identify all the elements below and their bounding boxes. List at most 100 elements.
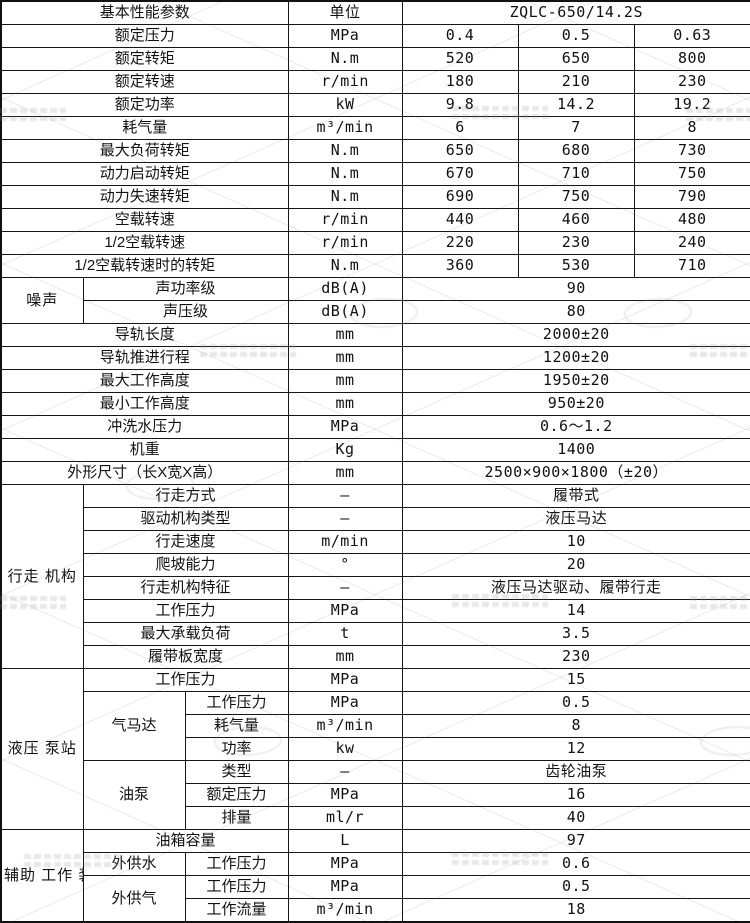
param-cell: 爬坡能力	[82, 552, 289, 577]
value-cell: 710	[517, 162, 635, 186]
param-cell: 工作压力	[184, 851, 289, 876]
value-cell: 9.8	[401, 93, 519, 118]
value-cell: 520	[401, 47, 519, 72]
table-row: 声压级 dB(A) 80	[1, 299, 750, 324]
table-row: 气马达 工作压力 MPa 0.5	[1, 690, 750, 761]
table-row: 工作流量 m³/min 18	[1, 897, 750, 923]
table-row: 履带板宽度 mm 230	[1, 644, 750, 669]
unit-cell: N.m	[287, 47, 403, 72]
param-cell: 最大承载负荷	[82, 621, 289, 646]
value-cell: 730	[633, 139, 750, 164]
unit-cell: N.m	[287, 253, 403, 278]
table-row: 辅助 工作 装置油箱容量L97	[0, 828, 750, 923]
unit-cell: mm	[287, 322, 403, 347]
value-cell: 690	[401, 185, 519, 209]
group-cell-auxiliary-device: 辅助 工作 装置	[0, 828, 84, 923]
value-cell: 2500×900×1800（±20）	[401, 460, 750, 485]
unit-cell: MPa	[287, 874, 403, 899]
table-row: 行走 机构 行走方式 — 履带式	[0, 483, 750, 669]
table-row: 动力失速转矩 N.m 690 750 790	[0, 185, 750, 209]
param-cell: 声功率级	[82, 276, 289, 301]
value-cell: 10	[401, 529, 750, 554]
param-cell: 最小工作高度	[0, 391, 289, 416]
value-cell: 750	[517, 185, 635, 209]
value-cell: 480	[633, 207, 750, 232]
unit-cell: MPa	[287, 414, 403, 439]
table-header-row: 基本性能参数 单位 ZQLC-650/14.2S	[0, 0, 750, 26]
column-header-unit: 单位	[287, 0, 403, 26]
value-cell: 3.5	[401, 621, 750, 646]
table-row: 功率 kw 12	[1, 736, 750, 761]
unit-cell: —	[287, 759, 403, 784]
param-cell: 导轨长度	[0, 322, 289, 347]
unit-cell: N.m	[287, 162, 403, 186]
value-cell: 0.63	[633, 24, 750, 49]
value-cell: 履带式	[401, 483, 750, 508]
unit-cell: mm	[287, 644, 403, 669]
unit-cell: m³/min	[287, 116, 403, 141]
value-cell: 790	[633, 185, 750, 209]
table-row: 1/2空载转速时的转矩 N.m 360 530 710	[0, 253, 750, 278]
param-cell: 最大负荷转矩	[0, 139, 289, 164]
unit-cell: —	[287, 483, 403, 508]
value-cell: 18	[401, 897, 750, 923]
param-cell: 工作压力	[184, 874, 289, 899]
table-row: 外供气 工作压力 MPa 0.5	[1, 874, 750, 923]
value-cell: 1400	[401, 437, 750, 462]
value-cell: 750	[633, 162, 750, 186]
unit-cell: —	[287, 575, 403, 600]
value-cell: 15	[401, 667, 750, 692]
param-cell: 行走机构特征	[82, 575, 289, 600]
value-cell: 1950±20	[401, 368, 750, 393]
unit-cell: mm	[287, 368, 403, 393]
unit-cell: t	[287, 621, 403, 646]
value-cell: 40	[401, 805, 750, 830]
table-row: 最小工作高度 mm 950±20	[0, 391, 750, 416]
value-cell: 240	[633, 230, 750, 255]
table-row: 冲洗水压力 MPa 0.6～1.2	[0, 414, 750, 439]
unit-cell: ml/r	[287, 805, 403, 830]
param-cell: 额定压力	[0, 24, 289, 49]
value-cell: 230	[633, 70, 750, 95]
table-row: 动力启动转矩 N.m 670 710 750	[0, 162, 750, 186]
table-row: 空载转速 r/min 440 460 480	[0, 207, 750, 232]
value-cell: 220	[401, 230, 519, 255]
table-row: 额定功率 kW 9.8 14.2 19.2	[0, 93, 750, 118]
value-cell: 460	[517, 207, 635, 232]
param-cell: 行走速度	[82, 529, 289, 554]
table-row: 工作压力 MPa 14	[1, 598, 750, 623]
value-cell: 230	[401, 644, 750, 669]
table-row: 机重 Kg 1400	[0, 437, 750, 462]
value-cell: 97	[401, 828, 750, 853]
subgroup-cell-external-water: 外供水	[82, 851, 186, 876]
value-cell: 0.5	[517, 24, 635, 49]
unit-cell: m³/min	[287, 897, 403, 923]
param-cell: 功率	[184, 736, 289, 761]
table-row: 行走速度 m/min 10	[1, 529, 750, 554]
table-row: 额定压力 MPa 16	[1, 782, 750, 807]
table-row: 外供水 工作压力 MPa 0.6	[1, 851, 750, 876]
unit-cell: N.m	[287, 139, 403, 164]
value-cell: 530	[517, 253, 635, 278]
param-cell: 空载转速	[0, 207, 289, 232]
param-cell: 驱动机构类型	[82, 506, 289, 531]
param-cell: 额定转速	[0, 70, 289, 95]
unit-cell: MPa	[287, 24, 403, 49]
param-cell: 工作压力	[82, 598, 289, 623]
value-cell: 0.6	[401, 851, 750, 876]
table-row: 耗气量 m³/min 6 7 8	[0, 116, 750, 141]
value-cell: 19.2	[633, 93, 750, 118]
value-cell: 16	[401, 782, 750, 807]
value-cell: 14	[401, 598, 750, 623]
param-cell: 工作压力	[82, 667, 289, 692]
param-cell: 履带板宽度	[82, 644, 289, 669]
unit-cell: MPa	[287, 851, 403, 876]
unit-cell: kw	[287, 736, 403, 761]
unit-cell: r/min	[287, 70, 403, 95]
value-cell: 650	[401, 139, 519, 164]
param-cell: 最大工作高度	[0, 368, 289, 393]
value-cell: 0.6～1.2	[401, 414, 750, 439]
table-row: 最大工作高度 mm 1950±20	[0, 368, 750, 393]
table-row: 外形尺寸（长X宽X高） mm 2500×900×1800（±20）	[0, 460, 750, 485]
